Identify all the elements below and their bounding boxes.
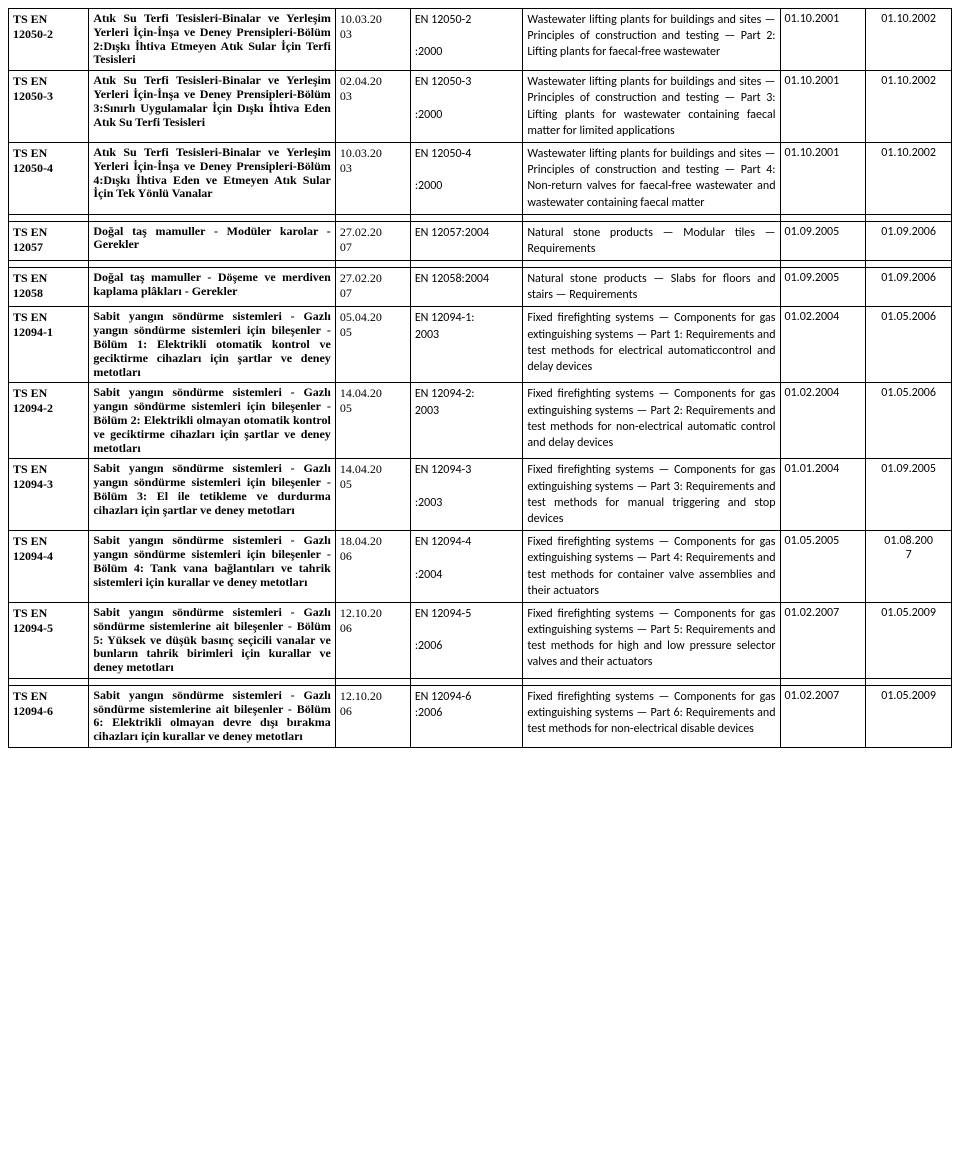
table-row: TS EN 12058Doğal taş mamuller - Döşeme v… <box>9 268 952 307</box>
en-reference: EN 12050-3 :2000 <box>410 71 523 143</box>
title-en: Wastewater lifting plants for buildings … <box>523 71 780 143</box>
title-tr: Sabit yangın söndürme sistemleri - Gazlı… <box>89 602 335 678</box>
date-1: 01.10.2001 <box>780 9 866 71</box>
date-column: 10.03.20 03 <box>335 142 410 214</box>
date-1: 01.09.2005 <box>780 221 866 260</box>
table-row: TS EN 12050-4Atık Su Terfi Tesisleri-Bin… <box>9 142 952 214</box>
date-1: 01.02.2007 <box>780 685 866 747</box>
en-reference: EN 12094-2: 2003 <box>410 383 523 459</box>
date-column: 27.02.20 07 <box>335 268 410 307</box>
title-en: Fixed firefighting systems — Components … <box>523 602 780 678</box>
spacer-row <box>9 214 952 221</box>
date-2: 01.08.200 7 <box>866 531 952 603</box>
title-tr: Doğal taş mamuller - Döşeme ve merdiven … <box>89 268 335 307</box>
standard-id: TS EN 12094-1 <box>9 307 89 383</box>
standard-id: TS EN 12094-4 <box>9 531 89 603</box>
standard-id: TS EN 12057 <box>9 221 89 260</box>
standard-id: TS EN 12094-3 <box>9 459 89 531</box>
date-2: 01.05.2009 <box>866 602 952 678</box>
title-tr: Atık Su Terfi Tesisleri-Binalar ve Yerle… <box>89 9 335 71</box>
date-column: 14.04.20 05 <box>335 459 410 531</box>
date-1: 01.02.2004 <box>780 307 866 383</box>
date-1: 01.01.2004 <box>780 459 866 531</box>
title-en: Natural stone products — Slabs for floor… <box>523 268 780 307</box>
table-row: TS EN 12057Doğal taş mamuller - Modüler … <box>9 221 952 260</box>
table-row: TS EN 12094-4Sabit yangın söndürme siste… <box>9 531 952 603</box>
en-reference: EN 12058:2004 <box>410 268 523 307</box>
date-2: 01.05.2006 <box>866 383 952 459</box>
date-2: 01.05.2006 <box>866 307 952 383</box>
table-row: TS EN 12050-3Atık Su Terfi Tesisleri-Bin… <box>9 71 952 143</box>
spacer-row <box>9 261 952 268</box>
title-tr: Atık Su Terfi Tesisleri-Binalar ve Yerle… <box>89 71 335 143</box>
en-reference: EN 12094-4 :2004 <box>410 531 523 603</box>
standard-id: TS EN 12050-3 <box>9 71 89 143</box>
date-column: 10.03.20 03 <box>335 9 410 71</box>
en-reference: EN 12050-2 :2000 <box>410 9 523 71</box>
title-en: Fixed firefighting systems — Components … <box>523 459 780 531</box>
title-en: Wastewater lifting plants for buildings … <box>523 142 780 214</box>
title-tr: Sabit yangın söndürme sistemleri - Gazlı… <box>89 531 335 603</box>
standard-id: TS EN 12050-4 <box>9 142 89 214</box>
date-column: 12.10.20 06 <box>335 602 410 678</box>
table-row: TS EN 12094-1Sabit yangın söndürme siste… <box>9 307 952 383</box>
date-2: 01.10.2002 <box>866 142 952 214</box>
standard-id: TS EN 12094-5 <box>9 602 89 678</box>
standard-id: TS EN 12094-6 <box>9 685 89 747</box>
date-1: 01.10.2001 <box>780 142 866 214</box>
date-column: 27.02.20 07 <box>335 221 410 260</box>
title-tr: Doğal taş mamuller - Modüler karolar - G… <box>89 221 335 260</box>
table-row: TS EN 12050-2Atık Su Terfi Tesisleri-Bin… <box>9 9 952 71</box>
date-1: 01.09.2005 <box>780 268 866 307</box>
date-column: 02.04.20 03 <box>335 71 410 143</box>
title-tr: Sabit yangın söndürme sistemleri - Gazlı… <box>89 459 335 531</box>
en-reference: EN 12094-6 :2006 <box>410 685 523 747</box>
date-2: 01.05.2009 <box>866 685 952 747</box>
spacer-row <box>9 678 952 685</box>
date-2: 01.10.2002 <box>866 71 952 143</box>
en-reference: EN 12057:2004 <box>410 221 523 260</box>
title-en: Wastewater lifting plants for buildings … <box>523 9 780 71</box>
date-column: 05.04.20 05 <box>335 307 410 383</box>
table-row: TS EN 12094-6Sabit yangın söndürme siste… <box>9 685 952 747</box>
title-en: Fixed firefighting systems — Components … <box>523 685 780 747</box>
en-reference: EN 12050-4 :2000 <box>410 142 523 214</box>
date-column: 18.04.20 06 <box>335 531 410 603</box>
title-tr: Sabit yangın söndürme sistemleri - Gazlı… <box>89 383 335 459</box>
table-row: TS EN 12094-2Sabit yangın söndürme siste… <box>9 383 952 459</box>
date-2: 01.09.2006 <box>866 268 952 307</box>
date-1: 01.02.2004 <box>780 383 866 459</box>
en-reference: EN 12094-1: 2003 <box>410 307 523 383</box>
title-en: Fixed firefighting systems — Components … <box>523 307 780 383</box>
title-tr: Sabit yangın söndürme sistemleri - Gazlı… <box>89 307 335 383</box>
title-en: Natural stone products — Modular tiles —… <box>523 221 780 260</box>
date-1: 01.05.2005 <box>780 531 866 603</box>
table-row: TS EN 12094-5Sabit yangın söndürme siste… <box>9 602 952 678</box>
date-1: 01.10.2001 <box>780 71 866 143</box>
date-column: 12.10.20 06 <box>335 685 410 747</box>
standards-table: TS EN 12050-2Atık Su Terfi Tesisleri-Bin… <box>8 8 952 748</box>
date-2: 01.09.2005 <box>866 459 952 531</box>
title-en: Fixed firefighting systems — Components … <box>523 383 780 459</box>
title-tr: Sabit yangın söndürme sistemleri - Gazlı… <box>89 685 335 747</box>
title-tr: Atık Su Terfi Tesisleri-Binalar ve Yerle… <box>89 142 335 214</box>
table-row: TS EN 12094-3Sabit yangın söndürme siste… <box>9 459 952 531</box>
standard-id: TS EN 12094-2 <box>9 383 89 459</box>
en-reference: EN 12094-3 :2003 <box>410 459 523 531</box>
en-reference: EN 12094-5 :2006 <box>410 602 523 678</box>
standard-id: TS EN 12058 <box>9 268 89 307</box>
title-en: Fixed firefighting systems — Components … <box>523 531 780 603</box>
date-column: 14.04.20 05 <box>335 383 410 459</box>
date-2: 01.10.2002 <box>866 9 952 71</box>
standard-id: TS EN 12050-2 <box>9 9 89 71</box>
date-2: 01.09.2006 <box>866 221 952 260</box>
date-1: 01.02.2007 <box>780 602 866 678</box>
